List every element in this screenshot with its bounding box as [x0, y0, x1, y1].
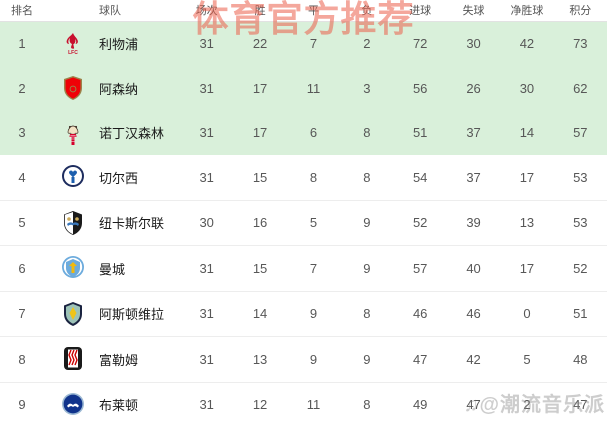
svg-text:LFC: LFC	[68, 50, 78, 56]
